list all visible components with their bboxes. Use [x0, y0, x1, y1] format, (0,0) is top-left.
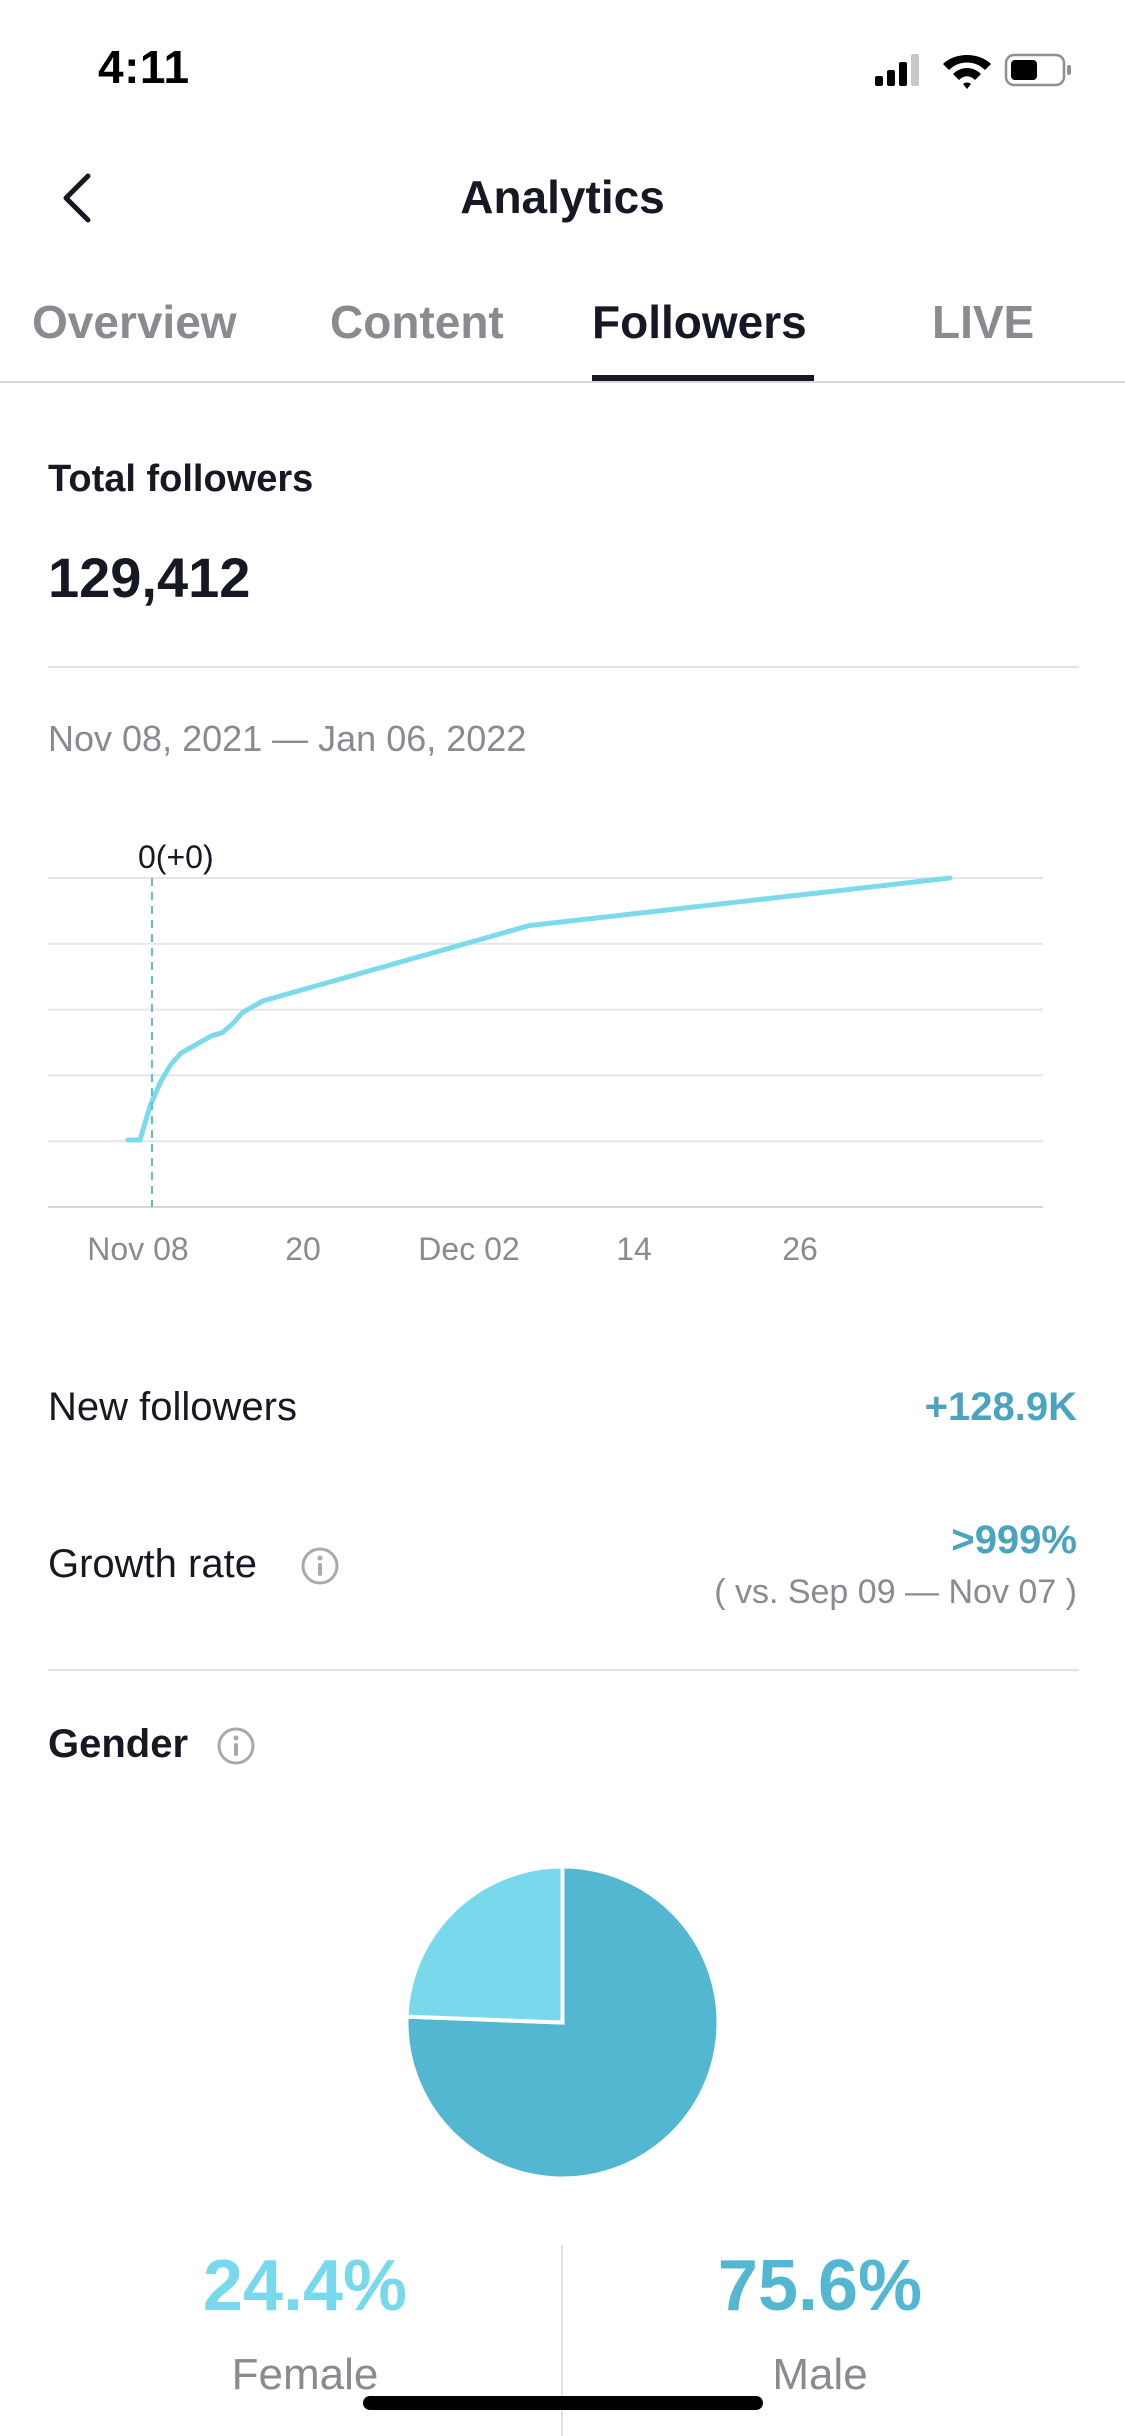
x-tick-label: 26: [782, 1231, 818, 1267]
status-time: 4:11: [98, 41, 190, 93]
tab-overview[interactable]: Overview: [32, 296, 237, 348]
info-icon[interactable]: [300, 1546, 340, 1586]
divider: [48, 666, 1079, 668]
tab-live[interactable]: LIVE: [932, 296, 1035, 348]
total-followers-value: 129,412: [48, 546, 251, 609]
date-range: Nov 08, 2021 — Jan 06, 2022: [48, 718, 527, 759]
back-button[interactable]: [50, 168, 110, 228]
home-indicator[interactable]: [363, 2396, 763, 2410]
info-icon[interactable]: [216, 1726, 256, 1766]
tab-content[interactable]: Content: [330, 296, 504, 348]
chevron-left-icon: [63, 173, 91, 223]
male-label: Male: [772, 2350, 868, 2399]
total-followers-label: Total followers: [48, 458, 314, 500]
battery-icon: [1004, 53, 1071, 87]
x-tick-label: 20: [285, 1231, 321, 1267]
x-tick-label: Nov 08: [87, 1231, 188, 1267]
tab-followers[interactable]: Followers: [592, 296, 807, 348]
female-label: Female: [231, 2350, 379, 2399]
page-title: Analytics: [460, 171, 665, 223]
growth-rate-label: Growth rate: [48, 1542, 257, 1586]
growth-rate-value: >999%: [951, 1518, 1077, 1562]
divider: [48, 1669, 1079, 1671]
chart-series-line: [125, 875, 953, 1143]
wifi-icon: [943, 55, 991, 89]
new-followers-label: New followers: [48, 1385, 297, 1429]
gender-pie-chart[interactable]: [400, 1860, 725, 2185]
active-tab-indicator: [592, 375, 814, 381]
tab-bar: Overview Content Followers LIVE: [0, 285, 1125, 383]
female-percentage: 24.4%: [202, 2246, 408, 2326]
status-icons: [875, 48, 1075, 92]
pie-slice-female: [404, 1864, 565, 2025]
gender-label: Gender: [48, 1722, 189, 1766]
chart-annotation: 0(+0): [138, 839, 214, 875]
signal-icon: [875, 54, 919, 86]
gender-divider: [561, 2245, 563, 2436]
x-tick-label: Dec 02: [418, 1231, 519, 1267]
male-percentage: 75.6%: [717, 2246, 923, 2326]
new-followers-value: +128.9K: [924, 1385, 1077, 1429]
growth-rate-comparison: ( vs. Sep 09 — Nov 07 ): [714, 1573, 1077, 1611]
followers-line-chart[interactable]: Nov 08 20 Dec 02 14 26 0(+0): [0, 820, 1125, 1270]
x-tick-label: 14: [616, 1231, 652, 1267]
